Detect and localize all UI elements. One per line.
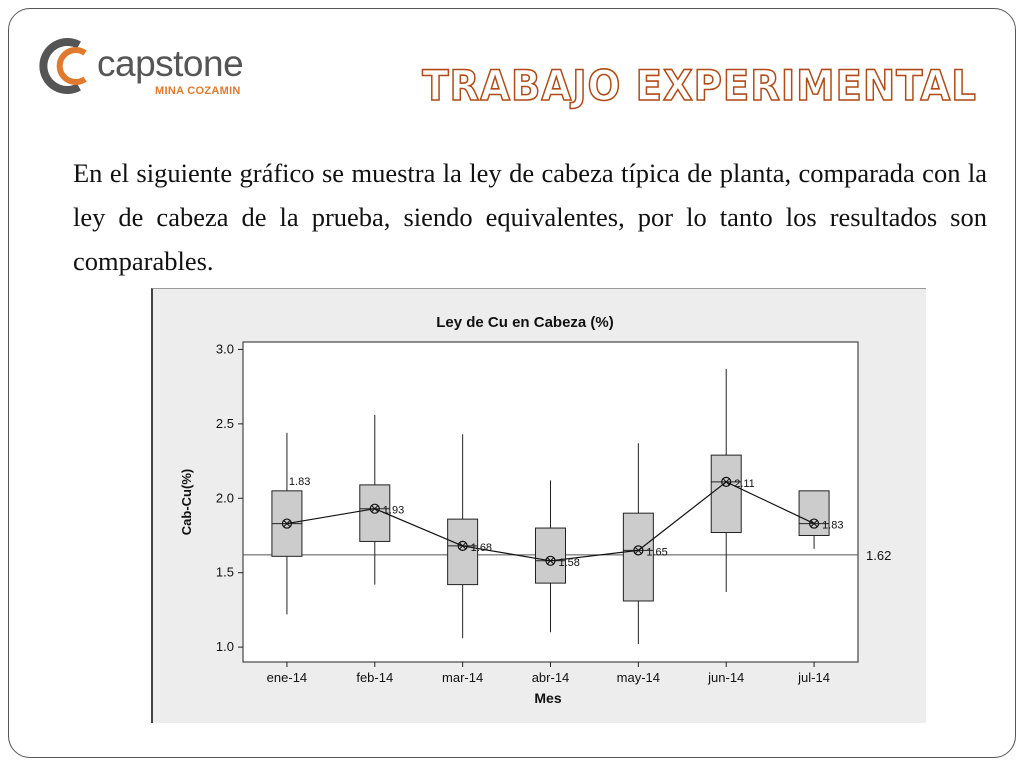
slide-title: TRABAJO EXPERIMENTAL (422, 60, 977, 111)
x-axis: ene-14 feb-14 mar-14 abr-14 may-14 jun-14 jul-… (267, 662, 830, 685)
y-tick-label: 1.0 (216, 639, 234, 654)
mean-marker-cross (546, 557, 555, 565)
mean-marker-circle (369, 503, 380, 514)
chart-title: Ley de Cu en Cabeza (%) (436, 314, 614, 331)
chart-panel: Ley de Cu en Cabeza (%) 1.0 1.5 2.0 2.5 3.0 … (151, 288, 926, 723)
logo-subtitle: MINA COZAMIN (155, 85, 241, 97)
capstone-c-icon (39, 38, 87, 94)
mean-point: 2.11 (721, 476, 755, 490)
mean-data-label: 2.11 (734, 478, 755, 490)
mean-point: 1.68 (457, 540, 492, 554)
y-axis-label: Cab-Cu(%) (179, 469, 194, 535)
box-mar-14 (447, 434, 479, 639)
box (535, 527, 566, 584)
y-tick-label: 2.5 (216, 416, 234, 431)
box-abr-14 (535, 480, 566, 633)
mean-point: 1.93 (369, 503, 404, 517)
mean-data-label: 1.83 (822, 520, 843, 532)
mean-point: 1.58 (545, 555, 580, 569)
mean-marker-cross (722, 478, 730, 486)
mean-marker-circle (457, 540, 468, 552)
logo-wordmark: capstone (97, 43, 244, 84)
x-tick-label: mar-14 (442, 670, 483, 685)
mean-point: 1.83 (281, 476, 310, 529)
mean-data-label: 1.65 (646, 546, 667, 558)
box-ene-14 (271, 432, 303, 615)
mean-data-label: 1.93 (383, 505, 404, 517)
mean-marker-circle (721, 476, 732, 488)
mean-point: 1.65 (633, 545, 668, 558)
mean-point: 1.83 (808, 518, 843, 532)
mean-data-label: 1.68 (471, 542, 492, 554)
x-tick-label: ene-14 (267, 670, 307, 685)
x-tick-label: feb-14 (356, 670, 393, 685)
x-tick-label: abr-14 (532, 670, 570, 685)
box-may-14 (622, 443, 654, 645)
box (622, 512, 654, 602)
y-tick-label: 2.0 (216, 490, 234, 505)
mean-data-label: 1.83 (289, 476, 310, 488)
mean-marker-cross (810, 520, 818, 528)
x-tick-label: may-14 (617, 670, 660, 685)
capstone-logo: capstone MINA COZAMIN (35, 33, 250, 99)
mean-marker-cross (371, 505, 379, 513)
mean-marker-cross (459, 542, 467, 550)
mean-marker-cross (283, 520, 291, 528)
box (798, 490, 830, 536)
mean-marker-circle (545, 555, 556, 566)
x-tick-label: jul-14 (797, 670, 830, 685)
mean-line-group: 1.83 1.93 1.68 1.58 1.65 2.11 1.83 (281, 476, 843, 569)
box-plot-chart: Ley de Cu en Cabeza (%) 1.01.52.02.53.0 … (179, 314, 891, 706)
box-jun-14 (710, 368, 742, 593)
y-tick-label: 3.0 (216, 341, 234, 356)
mean-data-label: 1.58 (559, 557, 580, 569)
box (447, 518, 479, 586)
y-axis: 1.0 1.5 2.0 2.5 3.0 (216, 341, 243, 654)
mean-marker-cross (634, 546, 642, 554)
mean-marker-circle (808, 518, 820, 529)
mean-marker-circle (633, 545, 644, 556)
boxes-group (271, 368, 830, 645)
x-tick-label: jun-14 (707, 670, 744, 685)
body-paragraph: En el siguiente gráfico se muestra la le… (73, 158, 987, 276)
mean-marker-circle (281, 518, 293, 529)
reference-line-label: 1.62 (866, 548, 891, 563)
slide: capstone MINA COZAMIN TRABAJO EXPERIMENT… (8, 8, 1016, 758)
x-axis-label: Mes (534, 690, 561, 706)
box-jul-14 (798, 490, 830, 549)
y-tick-label: 1.5 (216, 565, 234, 580)
box (710, 454, 742, 534)
